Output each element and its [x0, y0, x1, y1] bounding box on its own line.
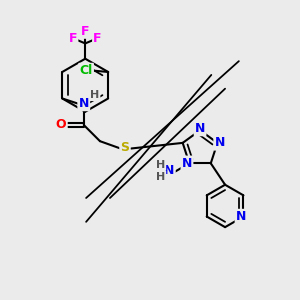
Text: N: N [164, 164, 175, 177]
Text: F: F [69, 32, 77, 45]
Text: N: N [79, 97, 89, 110]
Text: F: F [81, 25, 89, 38]
Text: H: H [156, 172, 165, 182]
Text: N: N [195, 122, 205, 135]
Text: N: N [182, 157, 192, 170]
Text: O: O [56, 118, 66, 131]
Text: F: F [93, 32, 102, 45]
Text: Cl: Cl [80, 64, 93, 77]
Text: H: H [156, 160, 165, 170]
Text: N: N [214, 136, 225, 149]
Text: H: H [90, 90, 99, 100]
Text: S: S [121, 141, 130, 154]
Text: N: N [236, 210, 246, 223]
